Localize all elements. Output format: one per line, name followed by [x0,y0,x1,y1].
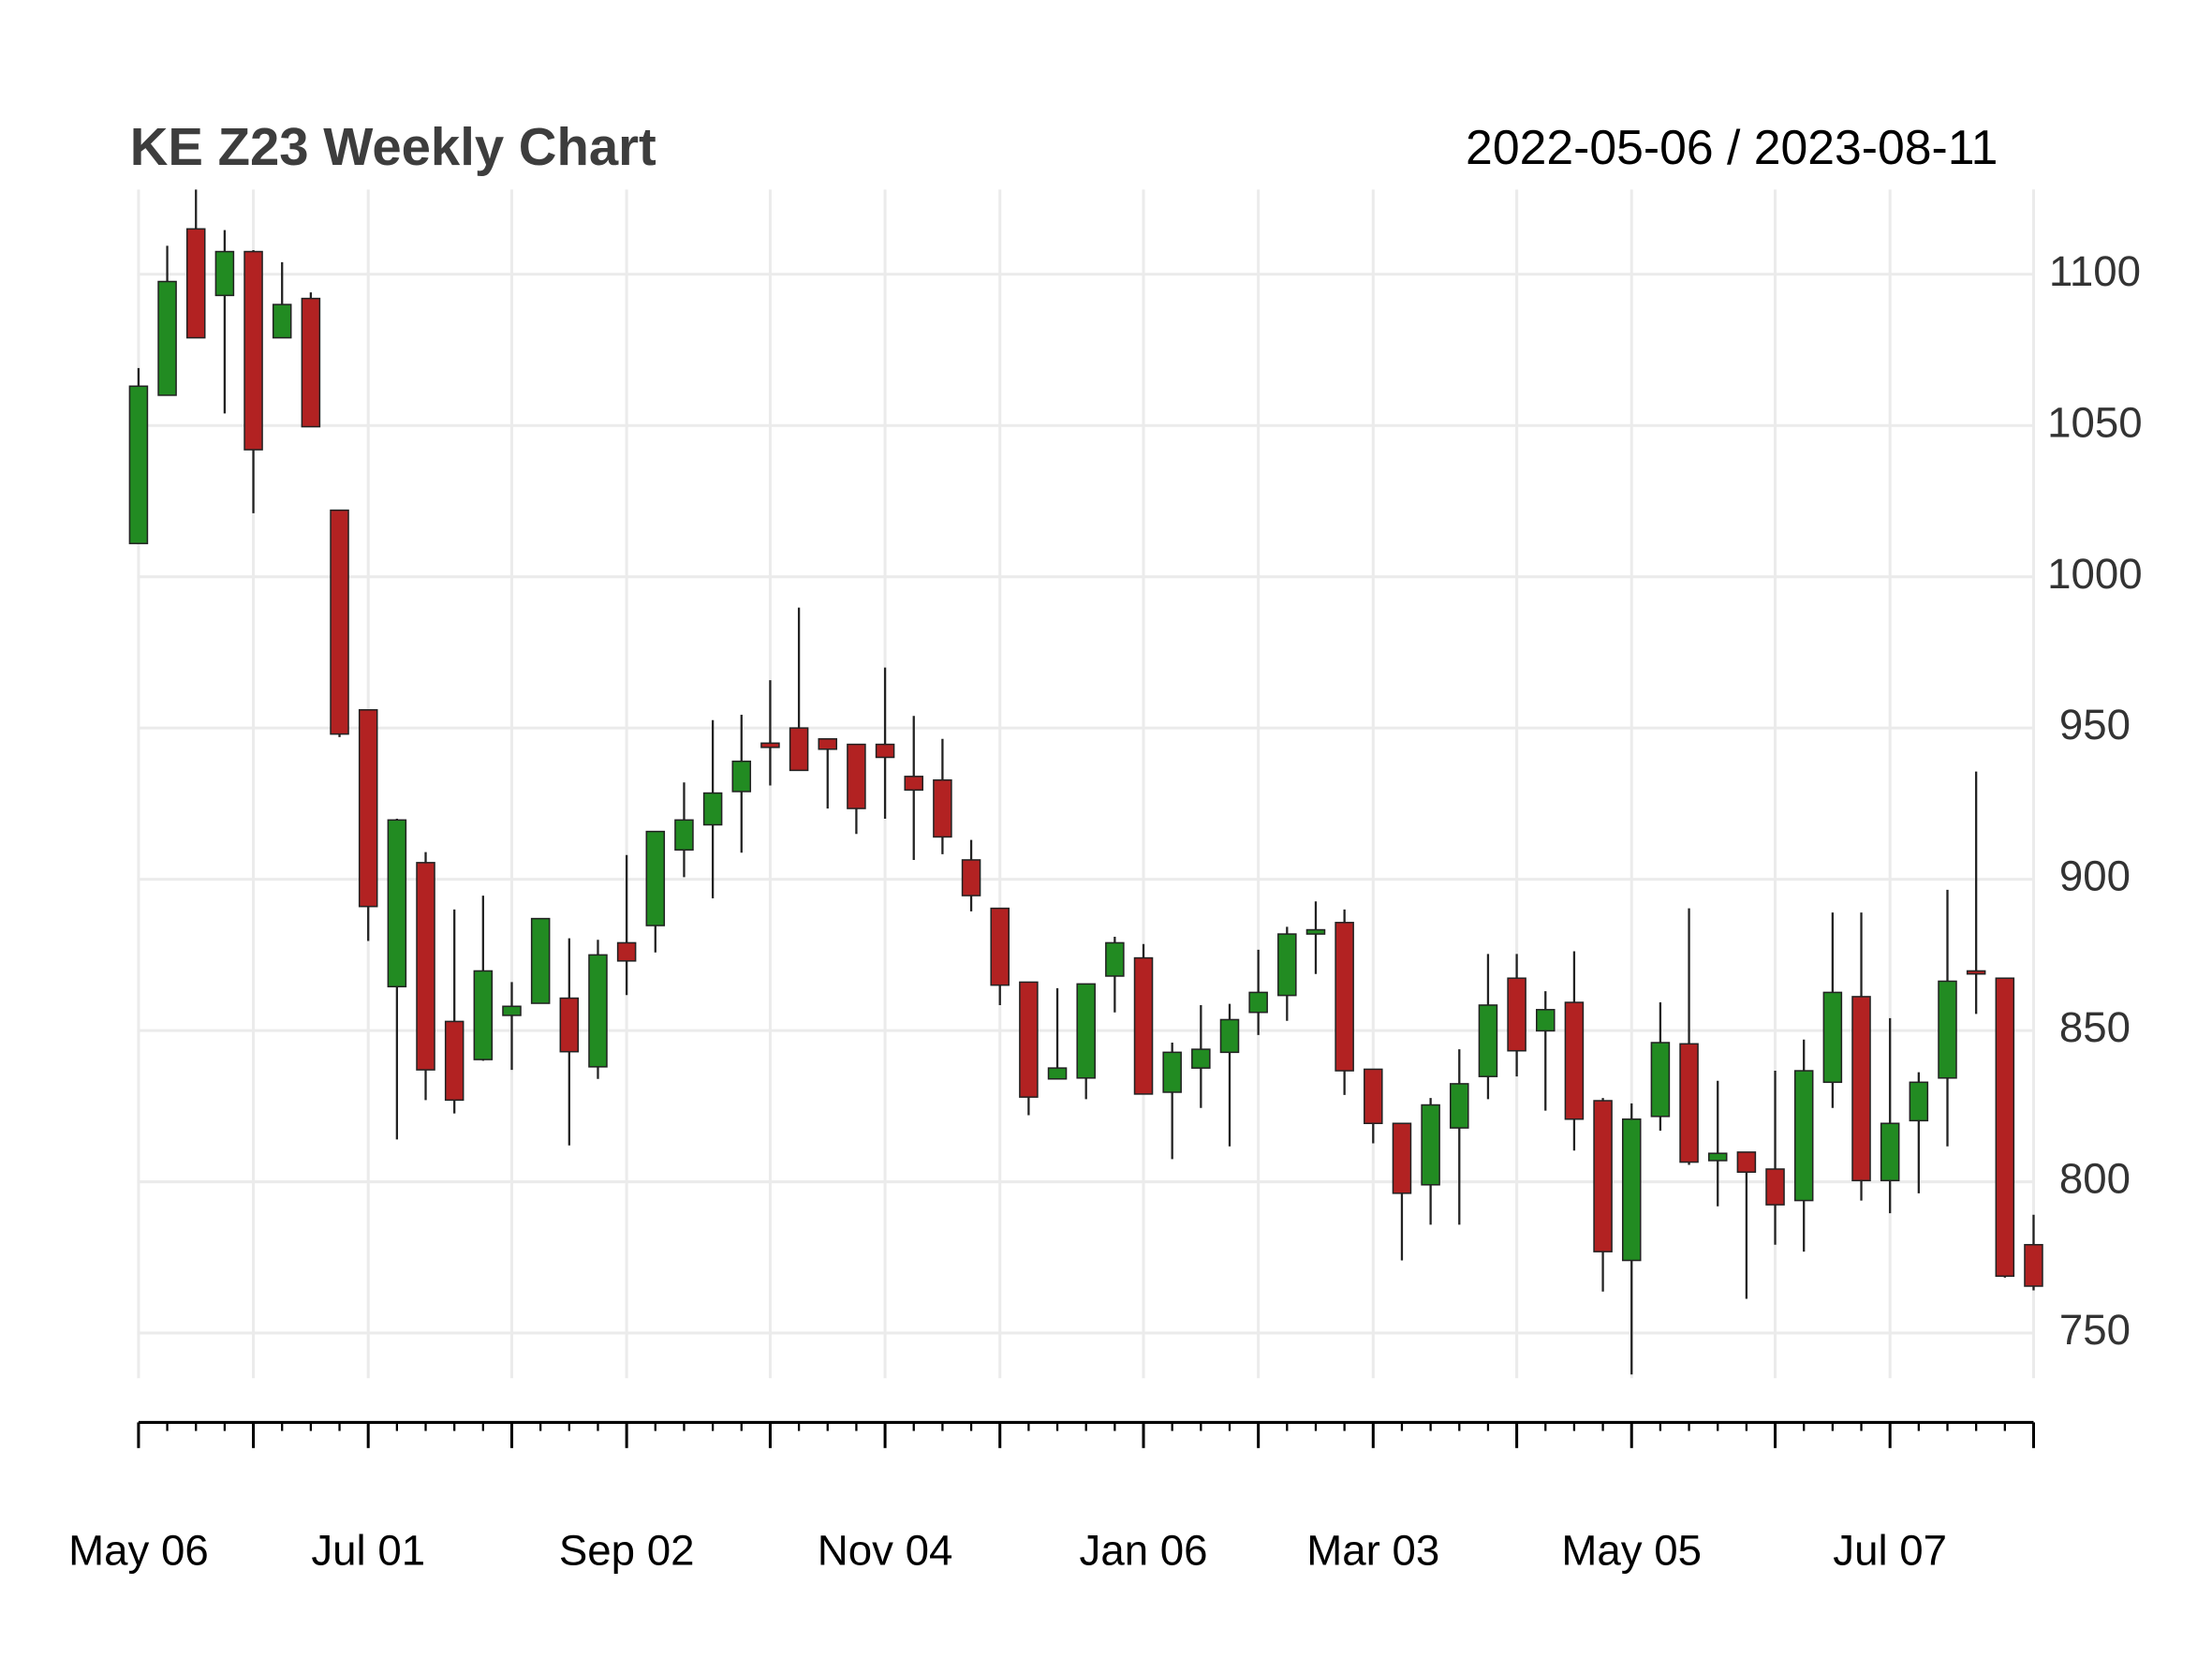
candle-body [214,250,235,297]
candle-body [1564,1001,1585,1120]
x-tick-label: May 06 [68,1526,209,1574]
candle-body [330,509,349,735]
candle-body [1822,991,1843,1084]
candle-body [1765,1168,1785,1206]
candle-body [847,743,866,809]
candle-body [1507,977,1526,1052]
candle-body [875,743,895,759]
candle-body [559,997,580,1053]
candle-body [128,385,149,544]
candle-body [1535,1009,1556,1032]
candle-body [301,297,321,428]
candle-body [961,859,981,896]
candle-body [1909,1081,1929,1122]
candle-body [1621,1118,1642,1262]
chart-subtitle: 2022-05-06 / 2023-08-11 [1466,120,1998,174]
candle-body [1133,956,1154,1095]
candle-body [157,280,177,396]
candle-body [2024,1243,2043,1287]
candle-body [990,907,1010,986]
candle-body [502,1005,522,1016]
candle-body [1995,977,2015,1278]
candle-body [1277,933,1297,997]
candle-body [1191,1048,1211,1069]
candle-body [1478,1004,1498,1077]
candle-body [1076,983,1096,1079]
candle-body [789,727,809,772]
candle-body [731,760,752,792]
candle-body [1793,1070,1814,1202]
x-tick-label: Jul 07 [1833,1526,1947,1574]
candle-body [444,1020,465,1102]
candle-body [1593,1100,1613,1252]
candle-body [702,792,723,826]
candle-body [760,742,780,748]
y-tick-label: 1000 [2047,550,2143,598]
candle-body [1650,1042,1671,1118]
candle-body [387,819,407,988]
candle-body [1392,1122,1412,1194]
candle-body [416,862,435,1071]
candle-body [674,819,694,852]
candle-body [1938,980,1957,1079]
candle-body [1047,1067,1068,1080]
candle-body [530,917,551,1004]
y-tick-label: 900 [2059,852,2131,900]
candle-body [185,228,206,339]
candle-body [1450,1083,1469,1129]
candle-body [1019,981,1039,1098]
y-tick-label: 1100 [2049,247,2141,295]
candle-body [1364,1068,1383,1124]
candle-body [473,970,494,1060]
candle-body [358,709,378,908]
candle-body [1966,970,1986,975]
candle-body [645,830,666,926]
candle-body [904,776,924,792]
candle-body [588,954,608,1068]
x-tick-label: Sep 02 [559,1526,695,1574]
chart-title: KE Z23 Weekly Chart [130,117,656,176]
candle-body [1707,1152,1728,1162]
candle-body [1105,941,1125,977]
candle-body [1679,1043,1699,1163]
x-tick-label: Mar 03 [1306,1526,1439,1574]
x-tick-label: Jan 06 [1080,1526,1208,1574]
candle-body [616,941,637,962]
candle-body [1305,928,1326,935]
candle-body [1851,996,1871,1182]
y-tick-label: 950 [2059,701,2131,748]
x-tick-label: Jul 01 [311,1526,425,1574]
candle-body [1421,1104,1440,1186]
candle-body [1162,1051,1182,1093]
y-tick-label: 850 [2059,1003,2131,1051]
candle-body [272,304,292,339]
y-tick-label: 1050 [2047,398,2143,446]
candle-body [818,738,838,750]
x-tick-label: Nov 04 [818,1526,953,1574]
candle-body [1248,991,1268,1014]
candle-body [243,250,263,451]
candle-body [933,778,952,838]
candle-body [1335,922,1354,1072]
candle-body [1736,1151,1757,1173]
y-tick-label: 750 [2059,1306,2131,1354]
candle-body [1219,1018,1240,1054]
candle-body [1880,1122,1900,1182]
x-tick-label: May 05 [1561,1526,1702,1574]
y-tick-label: 800 [2059,1155,2131,1203]
